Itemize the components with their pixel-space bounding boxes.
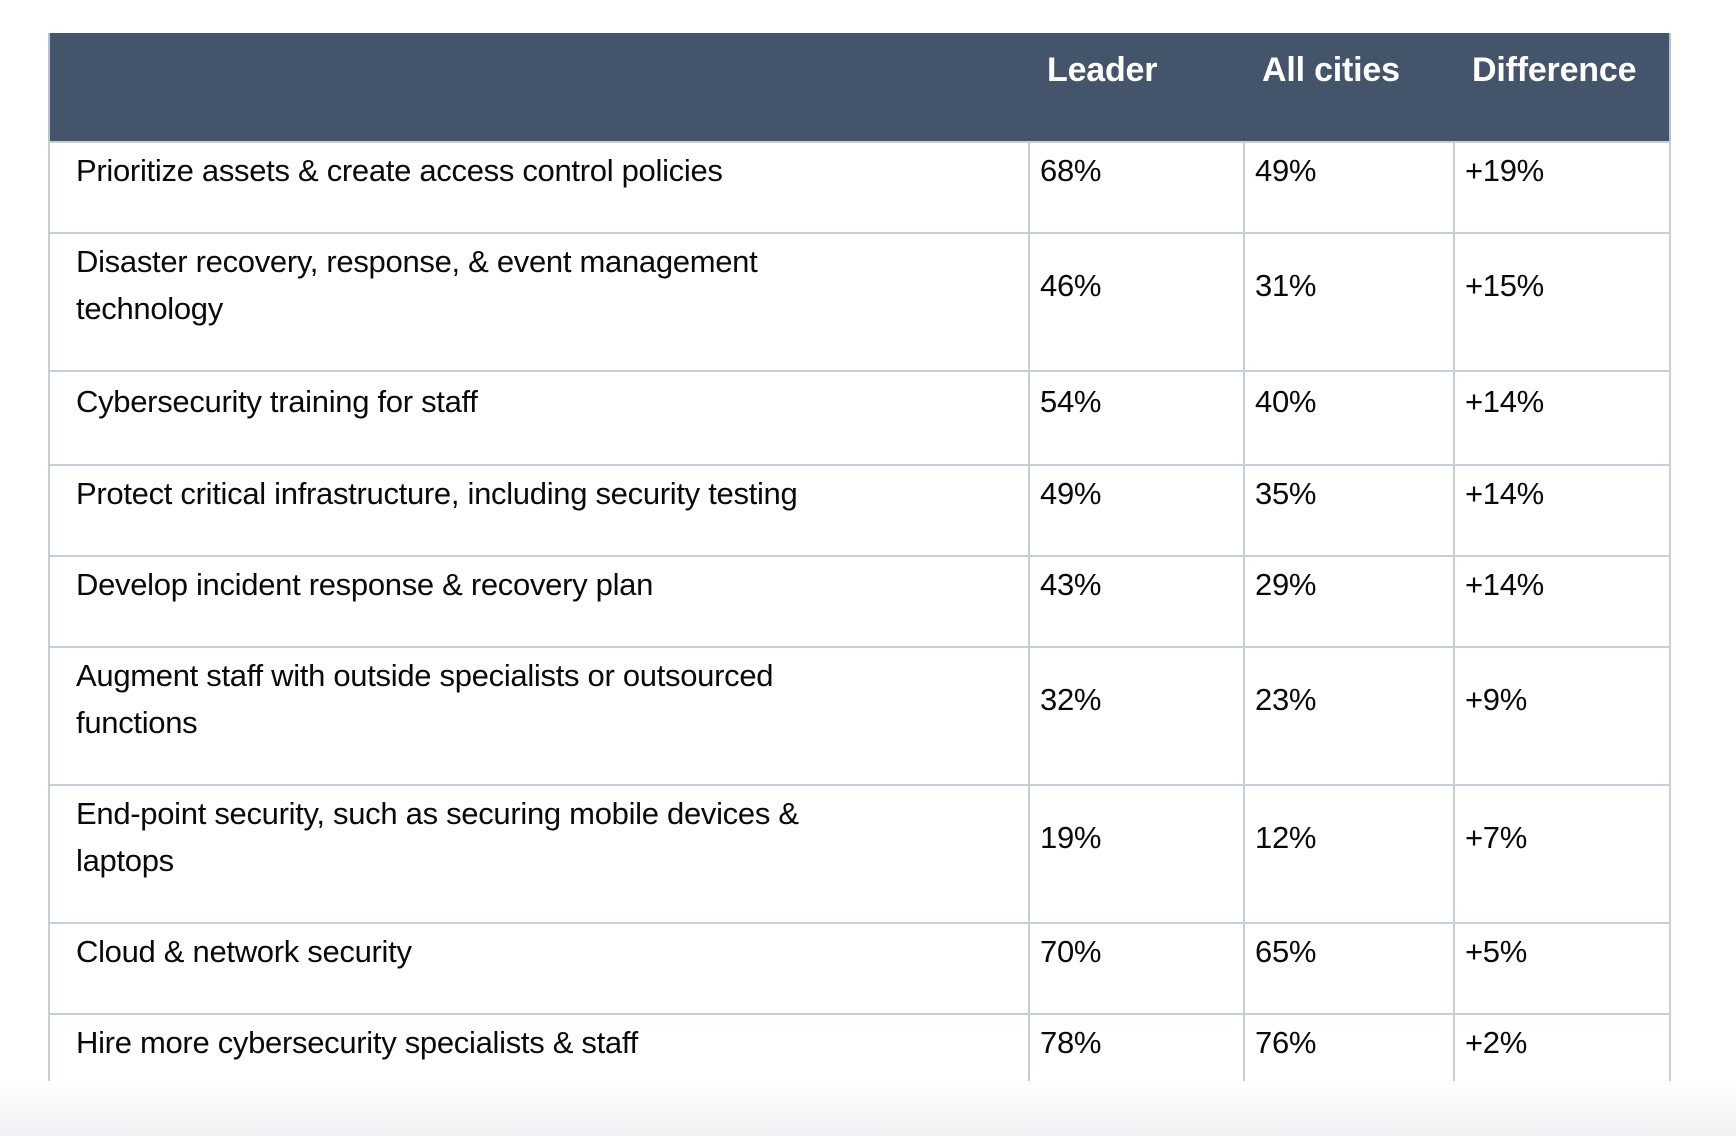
table-row: Cybersecurity training for staff 54% 40%… [48,370,1671,466]
row-label: Augment staff with outside specialists o… [48,646,1030,786]
all-cities-value: 23% [1243,646,1455,786]
difference-value: +14% [1453,370,1671,466]
all-cities-value: 31% [1243,232,1455,372]
difference-value: +5% [1453,922,1671,1015]
leader-value: 68% [1028,141,1245,234]
difference-value: +7% [1453,784,1671,924]
difference-value: +15% [1453,232,1671,372]
difference-value: +14% [1453,464,1671,557]
table-row: Protect critical infrastructure, includi… [48,464,1671,557]
all-cities-value: 35% [1243,464,1455,557]
row-label: Protect critical infrastructure, includi… [48,464,1030,557]
table-row: End-point security, such as securing mob… [48,784,1671,924]
row-label: Develop incident response & recovery pla… [48,555,1030,648]
header-cell-leader: Leader [1029,33,1244,142]
header-cell-difference: Difference [1454,33,1670,142]
row-label: Cloud & network security [48,922,1030,1015]
leader-value: 19% [1028,784,1245,924]
leader-value: 70% [1028,922,1245,1015]
all-cities-value: 49% [1243,141,1455,234]
page-bottom-gradient [0,1081,1736,1136]
all-cities-value: 40% [1243,370,1455,466]
table-header-row: Leader All cities Difference [49,33,1670,142]
row-label: Disaster recovery, response, & event man… [48,232,1030,372]
row-label: End-point security, such as securing mob… [48,784,1030,924]
leader-value: 43% [1028,555,1245,648]
table-row: Disaster recovery, response, & event man… [48,232,1671,372]
header-cell-all-cities: All cities [1244,33,1454,142]
row-label: Cybersecurity training for staff [48,370,1030,466]
leader-value: 46% [1028,232,1245,372]
table-row: Augment staff with outside specialists o… [48,646,1671,786]
table-row: Develop incident response & recovery pla… [48,555,1671,648]
leader-value: 32% [1028,646,1245,786]
cybersecurity-priorities-table: Leader All cities Difference Prioritize … [48,33,1671,1107]
all-cities-value: 65% [1243,922,1455,1015]
row-label: Prioritize assets & create access contro… [48,141,1030,234]
leader-value: 49% [1028,464,1245,557]
leader-value: 54% [1028,370,1245,466]
difference-value: +9% [1453,646,1671,786]
difference-value: +14% [1453,555,1671,648]
table-row: Cloud & network security 70% 65% +5% [48,922,1671,1015]
all-cities-value: 29% [1243,555,1455,648]
difference-value: +19% [1453,141,1671,234]
table-row: Prioritize assets & create access contro… [48,141,1671,234]
all-cities-value: 12% [1243,784,1455,924]
header-cell-empty [49,33,1029,142]
